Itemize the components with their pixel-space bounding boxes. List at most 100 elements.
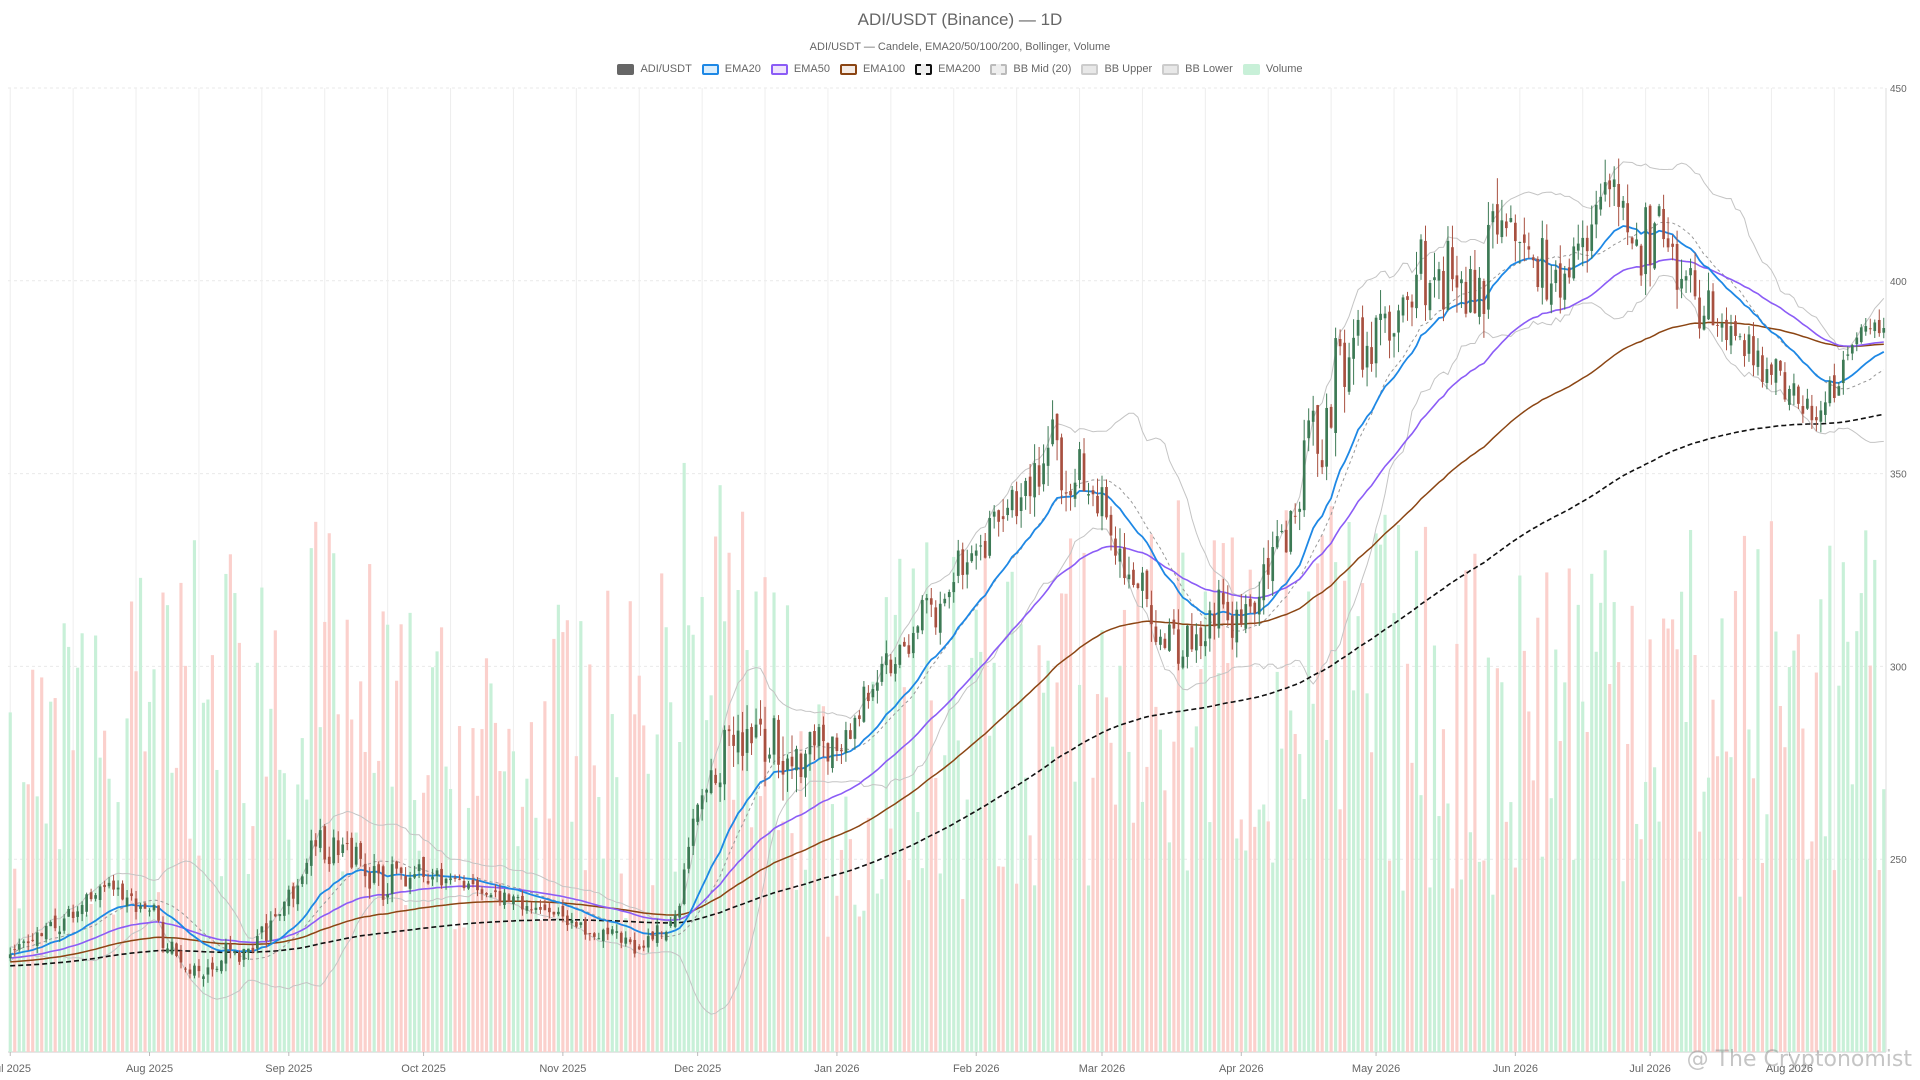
volume-bar xyxy=(71,750,75,1052)
candle-body xyxy=(664,931,668,941)
candle-body xyxy=(139,906,142,909)
candle-body xyxy=(1181,656,1185,668)
volume-bar xyxy=(1401,890,1405,1052)
candle xyxy=(678,903,682,921)
candle xyxy=(1505,213,1508,237)
candle-body xyxy=(1540,238,1544,288)
candle-body xyxy=(925,597,929,601)
candle-body xyxy=(408,877,412,889)
volume-bar xyxy=(902,687,906,1052)
candle xyxy=(1284,520,1288,553)
legend-item-ema50[interactable]: EMA50 xyxy=(770,63,830,75)
candles xyxy=(8,158,1886,987)
volume-bar xyxy=(1266,821,1270,1052)
legend-item-ema200[interactable]: EMA200 xyxy=(915,63,980,75)
candle xyxy=(336,831,340,863)
candle-body xyxy=(287,889,291,907)
volume-bar xyxy=(1046,660,1050,1052)
volume-bar xyxy=(889,828,893,1052)
volume-bar xyxy=(31,669,35,1052)
volume-bar xyxy=(309,548,313,1052)
candle xyxy=(1729,314,1733,355)
candle-body xyxy=(1621,200,1625,208)
candle xyxy=(462,875,466,891)
candle-body xyxy=(741,732,744,756)
candle-body xyxy=(1136,583,1140,589)
candle xyxy=(1320,439,1324,475)
legend-item-ema100[interactable]: EMA100 xyxy=(839,63,905,75)
candle-body xyxy=(943,598,947,604)
legend-item-volume[interactable]: Volume xyxy=(1242,63,1303,75)
volume-bar xyxy=(1316,563,1320,1052)
volume-bar xyxy=(112,914,116,1052)
candle xyxy=(40,932,44,937)
legend-item-bb-mid-20[interactable]: BB Mid (20) xyxy=(990,63,1071,75)
volume-bar xyxy=(1837,685,1841,1052)
candle-body xyxy=(1608,180,1612,190)
candle xyxy=(1563,265,1567,310)
candle-body xyxy=(291,886,295,899)
candle-body xyxy=(1311,410,1315,422)
candle xyxy=(1370,321,1373,372)
candle-body xyxy=(1707,290,1710,320)
candle-body xyxy=(1765,369,1769,383)
candle-body xyxy=(377,864,381,874)
volume-bar xyxy=(1720,618,1724,1052)
candle-body xyxy=(1051,419,1054,445)
candle-body xyxy=(696,804,699,822)
candle xyxy=(624,931,628,947)
volume-bar xyxy=(1432,645,1437,1052)
candle xyxy=(1334,327,1337,457)
volume-bar xyxy=(192,540,197,1052)
volume-bar xyxy=(1558,741,1562,1052)
candle-body xyxy=(539,906,542,910)
candle xyxy=(291,882,295,908)
volume-bar xyxy=(1095,694,1100,1052)
candle-body xyxy=(314,840,318,847)
volume-bar xyxy=(107,778,111,1052)
candle-body xyxy=(938,603,942,633)
candle-body xyxy=(682,869,686,905)
volume-bar xyxy=(772,592,776,1052)
candle-body xyxy=(318,830,322,848)
candle xyxy=(287,885,291,915)
candle xyxy=(1608,173,1612,208)
volume-bar xyxy=(988,735,992,1052)
volume-bar xyxy=(1810,841,1814,1052)
candle xyxy=(1464,266,1468,318)
candle-body xyxy=(651,931,655,940)
candle-body xyxy=(1064,492,1068,494)
candle xyxy=(1612,166,1616,207)
volume-bar xyxy=(1293,733,1297,1052)
candle-body xyxy=(902,641,906,647)
legend-item-bb-upper[interactable]: BB Upper xyxy=(1081,63,1152,75)
candle-body xyxy=(1756,350,1760,367)
candle xyxy=(1770,362,1773,385)
candle-body xyxy=(655,925,659,943)
candle xyxy=(1374,315,1378,378)
volume-bar xyxy=(529,722,533,1052)
volume-bar xyxy=(1455,643,1459,1052)
candle xyxy=(1451,225,1454,292)
candle-body xyxy=(422,856,425,877)
candle xyxy=(1545,224,1549,302)
candle-body xyxy=(395,861,398,869)
volume-bar xyxy=(1873,559,1877,1052)
candle-body xyxy=(1280,530,1284,532)
legend-item-adi-usdt[interactable]: ADI/USDT xyxy=(617,63,692,75)
volume-bar xyxy=(588,664,592,1052)
candle-body xyxy=(85,894,88,912)
candle xyxy=(503,888,506,909)
legend-item-bb-lower[interactable]: BB Lower xyxy=(1162,63,1233,75)
volume-bar xyxy=(1244,850,1248,1052)
candle xyxy=(691,808,695,856)
x-tick-label: Mar 2026 xyxy=(1079,1063,1125,1075)
legend-item-ema20[interactable]: EMA20 xyxy=(701,63,761,75)
candle xyxy=(1096,478,1099,517)
volume-bar xyxy=(188,838,192,1052)
volume-bar xyxy=(997,866,1001,1052)
volume-bar xyxy=(1599,602,1603,1052)
candle xyxy=(1226,585,1230,627)
legend-label: EMA20 xyxy=(724,63,761,75)
candle xyxy=(273,908,277,918)
